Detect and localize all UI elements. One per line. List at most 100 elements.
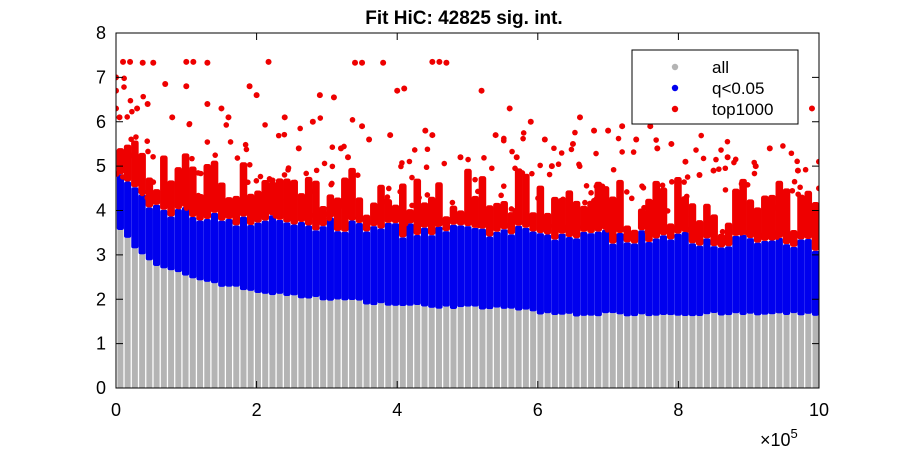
top1000-point [204, 139, 211, 145]
q-column [522, 227, 530, 310]
all-column [754, 315, 761, 388]
legend-marker-q [671, 84, 679, 92]
legend-box [631, 49, 799, 125]
top1000-column [652, 180, 661, 239]
top1000-point [559, 203, 566, 210]
top1000-column [160, 155, 168, 210]
q-column [811, 250, 819, 316]
y-tick-label: 6 [96, 112, 106, 132]
all-column [356, 300, 363, 388]
all-column [443, 306, 450, 388]
top1000-point [121, 84, 127, 90]
q-column [652, 238, 660, 316]
y-tick-label: 1 [96, 334, 106, 354]
all-column [363, 304, 370, 388]
top1000-point [512, 216, 519, 223]
q-column [536, 233, 544, 315]
q-column [334, 231, 342, 300]
top1000-point-48 [541, 136, 548, 143]
q-column [464, 226, 472, 307]
top1000-point [411, 147, 418, 153]
all-column [421, 306, 428, 388]
q-column [667, 239, 675, 316]
top1000-point-36 [366, 136, 373, 143]
top1000-point-35 [359, 123, 366, 130]
top1000-column [203, 164, 212, 219]
top1000-point-43 [478, 87, 485, 94]
all-column [341, 300, 348, 388]
top1000-point-61 [710, 167, 717, 174]
top1000-point [268, 207, 275, 213]
all-column [428, 307, 435, 388]
top1000-point [498, 192, 504, 199]
all-column [204, 281, 211, 388]
top1000-point [257, 173, 264, 180]
q-column [138, 194, 146, 255]
top1000-column [377, 184, 385, 229]
top1000-column [239, 162, 248, 217]
q-column [717, 247, 725, 316]
all-column [399, 306, 406, 388]
top1000-point [588, 208, 594, 214]
top1000-point [423, 164, 430, 171]
top1000-point-67 [794, 167, 801, 174]
top1000-column [775, 180, 784, 238]
top1000-point [794, 158, 800, 165]
top1000-point [119, 174, 126, 180]
all-column [573, 316, 580, 388]
top1000-point [128, 136, 134, 143]
top1000-point [591, 197, 597, 204]
top1000-point-40 [422, 127, 429, 134]
q-column [623, 242, 631, 317]
top1000-point [424, 192, 431, 198]
top1000-point [521, 220, 528, 226]
top1000-column [319, 206, 327, 227]
top1000-point [543, 225, 549, 232]
all-column [501, 308, 508, 388]
top1000-point [681, 179, 687, 185]
all-column [378, 303, 385, 388]
top1000-point [722, 187, 729, 193]
q-column [638, 230, 646, 315]
top1000-point-29 [295, 145, 302, 152]
chart-title: Fit HiC: 42825 sig. int. [365, 8, 562, 29]
top1000-point [593, 150, 599, 157]
all-column [522, 309, 529, 388]
top1000-point [329, 144, 336, 150]
q-column [449, 224, 458, 309]
top1000-point [731, 159, 737, 166]
q-column [601, 229, 610, 314]
top1000-point [336, 198, 343, 205]
q-column [312, 230, 320, 298]
top1000-column [710, 214, 718, 247]
top1000-point [149, 199, 156, 205]
top1000-point [704, 229, 710, 236]
all-column [544, 313, 551, 388]
top1000-point [481, 155, 487, 161]
top1000-point [399, 193, 405, 200]
top1000-point [267, 176, 274, 183]
top1000-point-9 [265, 58, 272, 65]
top1000-point [744, 182, 751, 188]
top1000-column [485, 205, 494, 237]
top1000-point [630, 149, 637, 155]
top1000-column [797, 194, 805, 240]
top1000-point [639, 183, 645, 189]
top1000-point-38 [394, 87, 401, 94]
top1000-point [716, 166, 722, 172]
top1000-point [144, 138, 151, 145]
legend: all q<0.05 top1000 [631, 49, 799, 125]
top1000-point-20 [162, 81, 169, 88]
top1000-point-69 [816, 158, 819, 165]
all-column [486, 309, 493, 388]
q-column [435, 226, 443, 309]
q-column [471, 227, 479, 307]
top1000-column [782, 188, 791, 245]
top1000-point [559, 224, 565, 231]
top1000-point [250, 211, 257, 218]
top1000-column [420, 202, 429, 228]
all-column [624, 316, 631, 388]
top1000-point [233, 209, 240, 216]
top1000-column [181, 153, 190, 207]
q-column [261, 220, 269, 294]
